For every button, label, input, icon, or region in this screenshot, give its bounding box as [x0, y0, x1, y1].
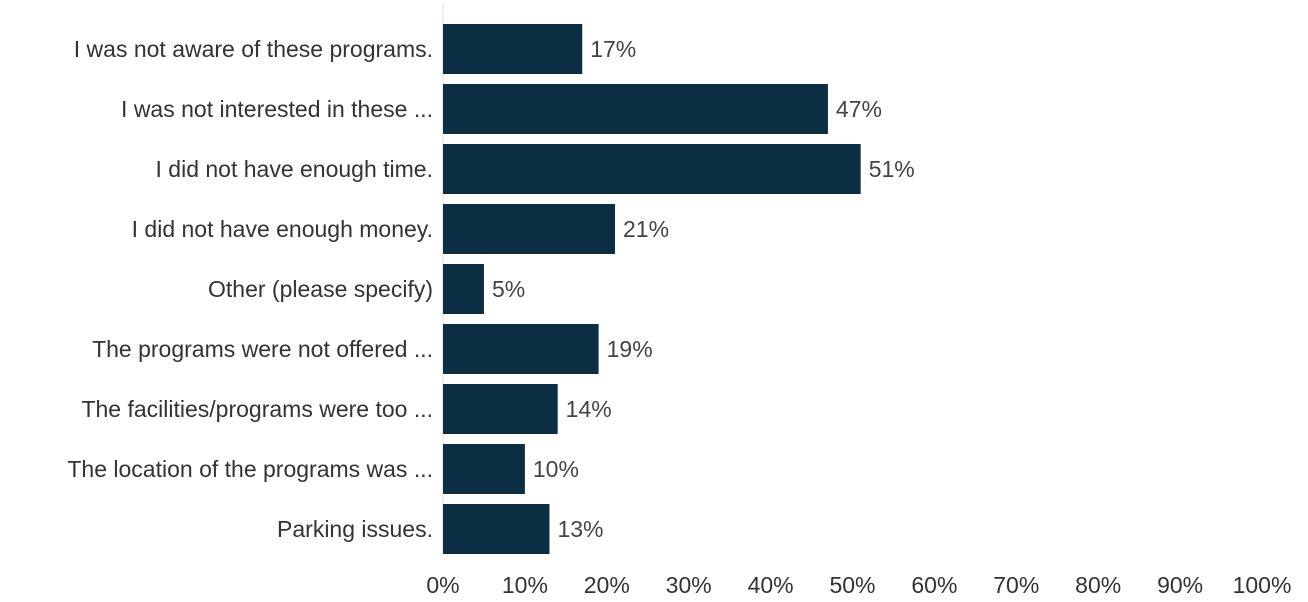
- x-tick-label: 50%: [829, 572, 875, 598]
- category-labels: I was not aware of these programs. I was …: [67, 36, 433, 542]
- bar: [443, 204, 615, 254]
- category-label: The facilities/programs were too ...: [81, 396, 433, 422]
- x-tick-label: 100%: [1233, 572, 1292, 598]
- x-tick-label: 90%: [1157, 572, 1203, 598]
- bar: [443, 84, 828, 134]
- category-label: I was not interested in these ...: [121, 96, 433, 122]
- x-tick-label: 10%: [502, 572, 548, 598]
- data-label: 19%: [607, 336, 653, 362]
- category-label: The location of the programs was ...: [67, 456, 433, 482]
- data-label: 17%: [590, 36, 636, 62]
- value-labels: 17% 47% 51% 21% 5% 19% 14% 10% 13%: [492, 36, 915, 542]
- data-label: 10%: [533, 456, 579, 482]
- bar: [443, 24, 583, 74]
- data-label: 13%: [557, 516, 603, 542]
- category-label: The programs were not offered ...: [92, 336, 433, 362]
- category-label: I did not have enough money.: [132, 216, 433, 242]
- bar: [443, 324, 599, 374]
- category-label: Parking issues.: [277, 516, 433, 542]
- x-tick-label: 30%: [666, 572, 712, 598]
- x-axis-tick-labels: 0% 10% 20% 30% 40% 50% 60% 70% 80% 90% 100%: [426, 572, 1291, 598]
- data-label: 47%: [836, 96, 882, 122]
- x-tick-label: 70%: [993, 572, 1039, 598]
- x-tick-label: 80%: [1075, 572, 1121, 598]
- bar: [443, 504, 550, 554]
- x-tick-label: 20%: [584, 572, 630, 598]
- x-tick-label: 0%: [426, 572, 459, 598]
- bar: [443, 264, 484, 314]
- category-label: I did not have enough time.: [156, 156, 433, 182]
- category-label: I was not aware of these programs.: [74, 36, 433, 62]
- data-label: 51%: [869, 156, 915, 182]
- bar: [443, 384, 558, 434]
- bars-group: [443, 24, 861, 554]
- category-label: Other (please specify): [208, 276, 433, 302]
- x-tick-label: 60%: [911, 572, 957, 598]
- bar: [443, 144, 861, 194]
- data-label: 14%: [566, 396, 612, 422]
- data-label: 5%: [492, 276, 525, 302]
- data-label: 21%: [623, 216, 669, 242]
- x-tick-label: 40%: [748, 572, 794, 598]
- bar: [443, 444, 525, 494]
